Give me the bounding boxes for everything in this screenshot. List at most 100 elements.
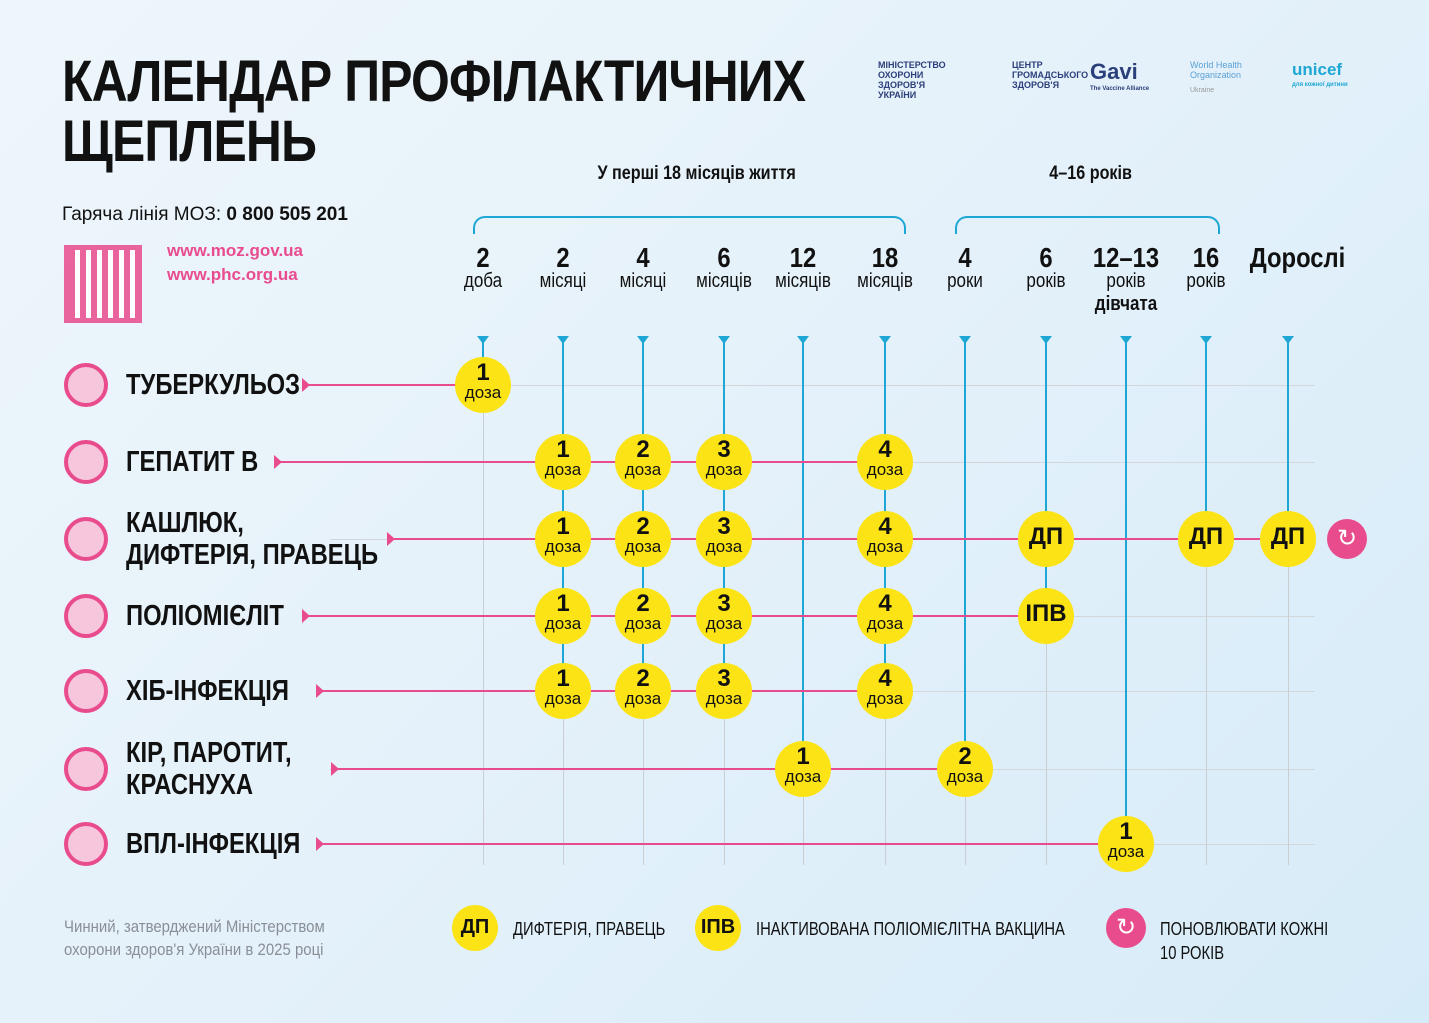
brace-child bbox=[955, 216, 1220, 234]
disease-icon bbox=[64, 594, 108, 638]
disease-icon bbox=[64, 822, 108, 866]
column-timeline bbox=[802, 338, 804, 769]
column-unit: років bbox=[1186, 270, 1226, 292]
column-gridline bbox=[1206, 340, 1207, 865]
renew-icon: ↻ bbox=[1106, 908, 1146, 948]
column-unit: роки bbox=[947, 270, 983, 292]
column-marker bbox=[718, 336, 730, 344]
column-unit: місяців bbox=[775, 270, 831, 292]
dose-marker: 1 доза bbox=[775, 741, 831, 797]
disease-name: КІР, ПАРОТИТ, КРАСНУХА bbox=[126, 737, 292, 801]
column-header: 6 років bbox=[1001, 242, 1091, 292]
footnote: Чинний, затверджений Міністерством охорон… bbox=[64, 917, 325, 959]
column-header: 12 місяців bbox=[758, 242, 848, 292]
column-header: 12–13 років дівчата bbox=[1081, 244, 1171, 317]
column-marker bbox=[879, 336, 891, 344]
column-marker bbox=[959, 336, 971, 344]
dose-marker: 3 доза bbox=[696, 588, 752, 644]
row-arrow bbox=[302, 378, 311, 392]
column-timeline bbox=[1125, 338, 1127, 844]
dose-marker: 2 доза bbox=[615, 434, 671, 490]
dose-marker: 2 доза bbox=[615, 663, 671, 719]
disease-name: КАШЛЮК, ДИФТЕРІЯ, ПРАВЕЦЬ bbox=[126, 507, 379, 571]
hotline-number[interactable]: 0 800 505 201 bbox=[226, 204, 348, 225]
legend-badge-ipv: ІПВ bbox=[695, 905, 741, 951]
column-unit: років bbox=[1026, 270, 1066, 292]
column-marker bbox=[1200, 336, 1212, 344]
column-header: Дорослі bbox=[1243, 242, 1346, 273]
row-arrow bbox=[273, 455, 282, 469]
legend-text-renew: ПОНОВЛЮВАТИ КОЖНІ 10 РОКІВ bbox=[1160, 919, 1329, 963]
column-marker bbox=[1120, 336, 1132, 344]
link-moz[interactable]: www.moz.gov.ua bbox=[167, 241, 304, 260]
legend-text-ipv: ІНАКТИВОВАНА ПОЛІОМІЄЛІТНА ВАКЦИНА bbox=[756, 919, 1065, 939]
column-note: дівчата bbox=[1094, 293, 1158, 315]
column-unit: місяців bbox=[857, 270, 913, 292]
dose-marker: ДП bbox=[1178, 511, 1234, 567]
disease-icon bbox=[64, 669, 108, 713]
disease-icon bbox=[64, 363, 108, 407]
page-title: КАЛЕНДАР ПРОФІЛАКТИЧНИХ ЩЕПЛЕНЬ bbox=[62, 49, 806, 174]
column-timeline bbox=[1045, 338, 1047, 616]
column-marker bbox=[1040, 336, 1052, 344]
column-value: 12–13 bbox=[1092, 242, 1160, 273]
row-gridline bbox=[330, 385, 1315, 386]
logo-who: World Health Organization Ukraine bbox=[1190, 60, 1242, 94]
dose-marker: 4 доза bbox=[857, 663, 913, 719]
dose-marker: 3 доза bbox=[696, 511, 752, 567]
dose-marker: 2 доза bbox=[615, 511, 671, 567]
column-marker bbox=[477, 336, 489, 344]
disease-name: ВПЛ-ІНФЕКЦІЯ bbox=[126, 828, 301, 860]
column-value: Дорослі bbox=[1249, 242, 1346, 273]
logo-gavi: Gavi The Vaccine Alliance bbox=[1090, 59, 1150, 93]
column-header: 2 доба bbox=[438, 242, 528, 292]
disease-name: ХІБ-ІНФЕКЦІЯ bbox=[126, 675, 290, 707]
column-marker bbox=[637, 336, 649, 344]
disease-icon bbox=[64, 517, 108, 561]
dose-marker: 2 доза bbox=[615, 588, 671, 644]
dose-marker: ДП bbox=[1260, 511, 1316, 567]
column-value: 6 bbox=[1039, 242, 1053, 273]
column-timeline bbox=[964, 338, 966, 769]
column-value: 18 bbox=[871, 242, 899, 273]
row-arrow bbox=[316, 684, 325, 698]
column-unit: місяці bbox=[539, 270, 587, 292]
column-value: 12 bbox=[789, 242, 817, 273]
row-arrow bbox=[302, 609, 311, 623]
row-arrow bbox=[316, 837, 325, 851]
column-value: 16 bbox=[1192, 242, 1220, 273]
column-value: 4 bbox=[636, 242, 650, 273]
dose-marker: 4 доза bbox=[857, 434, 913, 490]
link-phc[interactable]: www.phc.org.ua bbox=[167, 265, 298, 284]
column-value: 2 bbox=[476, 242, 490, 273]
column-header: 4 місяці bbox=[598, 242, 688, 292]
column-marker bbox=[1282, 336, 1294, 344]
dose-marker: 3 доза bbox=[696, 663, 752, 719]
row-line bbox=[322, 690, 885, 692]
column-gridline bbox=[1288, 340, 1289, 865]
dose-marker: 1 доза bbox=[455, 357, 511, 413]
group-label-infant: У перші 18 місяців життя bbox=[597, 163, 796, 184]
column-header: 2 місяці bbox=[518, 244, 608, 292]
column-header: 4 роки bbox=[920, 244, 1010, 292]
row-line bbox=[336, 768, 965, 770]
disease-name: ГЕПАТИТ В bbox=[126, 446, 259, 478]
dose-marker: 4 доза bbox=[857, 588, 913, 644]
disease-icon bbox=[64, 440, 108, 484]
group-label-child: 4–16 років bbox=[1049, 163, 1132, 184]
column-timeline bbox=[1205, 338, 1207, 539]
dose-marker: 1 доза bbox=[535, 434, 591, 490]
column-gridline bbox=[483, 340, 484, 865]
dose-marker: 1 доза bbox=[535, 663, 591, 719]
brace-infant bbox=[473, 216, 906, 234]
dose-marker: 1 доза bbox=[1098, 816, 1154, 872]
disease-name: ТУБЕРКУЛЬОЗ bbox=[126, 369, 300, 401]
dose-marker: ДП bbox=[1018, 511, 1074, 567]
dose-marker: 4 доза bbox=[857, 511, 913, 567]
dose-marker: ІПВ bbox=[1018, 588, 1074, 644]
column-unit: місяців bbox=[696, 270, 752, 292]
legend-text-dp: ДИФТЕРІЯ, ПРАВЕЦЬ bbox=[513, 919, 666, 939]
dose-marker: 1 доза bbox=[535, 588, 591, 644]
renew-icon: ↻ bbox=[1327, 519, 1367, 559]
row-arrow bbox=[387, 532, 396, 546]
